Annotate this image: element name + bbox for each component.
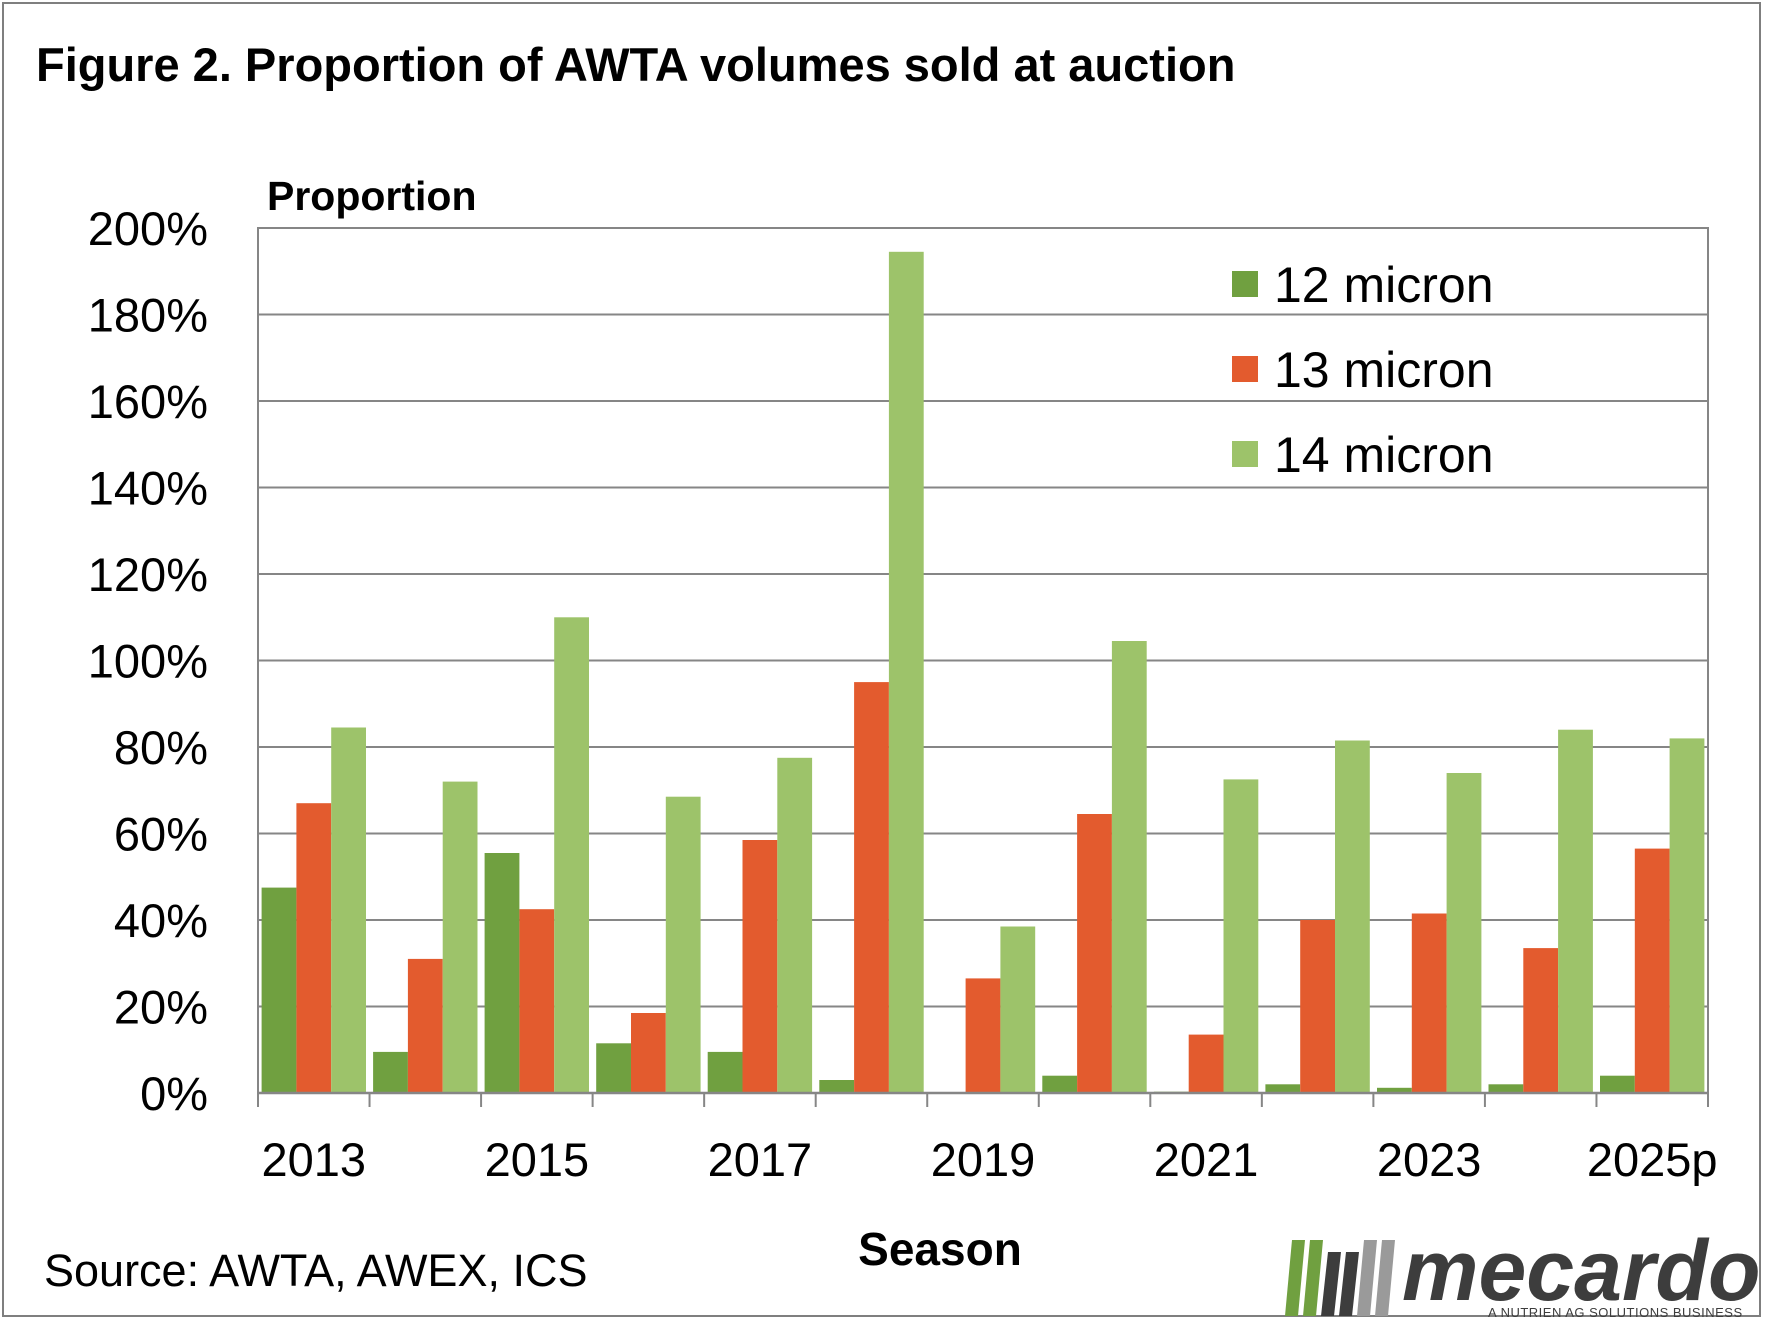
bar	[1488, 1084, 1524, 1093]
bar	[261, 887, 297, 1093]
bar	[1000, 926, 1036, 1093]
y-tick-label: 200%	[88, 202, 208, 255]
source-note: Source: AWTA, AWEX, ICS	[44, 1245, 587, 1296]
bar	[888, 251, 924, 1094]
bar	[742, 840, 778, 1093]
bar	[519, 909, 555, 1093]
y-tick-label: 120%	[88, 548, 208, 601]
bar	[1335, 740, 1370, 1093]
bar	[1634, 848, 1670, 1093]
x-axis-title: Season	[858, 1223, 1022, 1275]
x-tick-label: 2015	[485, 1133, 590, 1186]
bar	[1223, 779, 1259, 1093]
y-axis-title: Proportion	[267, 173, 477, 219]
bar	[1042, 1075, 1078, 1093]
bar	[596, 1043, 631, 1093]
chart-title: Figure 2. Proportion of AWTA volumes sol…	[36, 38, 1235, 91]
legend-label: 14 micron	[1274, 427, 1494, 483]
x-tick-label: 2025p	[1587, 1133, 1718, 1186]
y-tick-label: 140%	[88, 462, 208, 515]
y-tick-label: 80%	[114, 721, 208, 774]
bar	[1411, 913, 1447, 1093]
bar	[331, 727, 366, 1093]
bar	[819, 1080, 855, 1093]
bar	[1446, 773, 1482, 1093]
x-tick-label: 2017	[708, 1133, 813, 1186]
bar	[854, 682, 889, 1093]
bar	[1188, 1034, 1224, 1093]
y-tick-label: 0%	[140, 1067, 208, 1120]
bars	[261, 251, 1705, 1094]
legend-swatch	[1232, 356, 1258, 382]
bar	[1377, 1087, 1412, 1093]
y-tick-label: 60%	[114, 808, 208, 861]
bar	[296, 803, 332, 1093]
mecardo-bars-logo	[1285, 1240, 1395, 1316]
y-tick-label: 20%	[114, 981, 208, 1034]
x-tick-label: 2021	[1154, 1133, 1259, 1186]
bar	[484, 853, 520, 1093]
bar	[1300, 920, 1335, 1093]
bar	[665, 796, 701, 1093]
bar	[1111, 641, 1147, 1093]
bar	[777, 757, 813, 1093]
logo-wordmark: mecardo	[1402, 1223, 1761, 1319]
bar	[631, 1013, 666, 1093]
axes	[257, 1091, 1709, 1107]
bar	[1523, 948, 1559, 1093]
legend-swatch	[1232, 271, 1258, 297]
x-tick-label: 2023	[1377, 1133, 1482, 1186]
legend-label: 12 micron	[1274, 257, 1494, 313]
y-tick-label: 40%	[114, 894, 208, 947]
x-tick-label: 2013	[261, 1133, 366, 1186]
bar	[1669, 738, 1705, 1093]
legend-swatch	[1232, 441, 1258, 467]
bar	[373, 1051, 408, 1093]
bar	[554, 617, 589, 1094]
bar	[707, 1051, 743, 1093]
y-tick-labels: 0% 20% 40% 60% 80% 100% 120% 140% 160% 180% 200%	[88, 202, 208, 1120]
bar	[1558, 729, 1593, 1093]
y-tick-label: 100%	[88, 635, 208, 688]
mecardo-logo: mecardo A NUTRIEN AG SOLUTIONS BUSINESS	[1285, 1223, 1761, 1320]
bar	[1600, 1075, 1635, 1093]
bar	[407, 958, 443, 1093]
x-tick-labels: 2013 2015 2017 2019 2021 2023 2025p	[261, 1133, 1717, 1186]
bar	[442, 781, 478, 1093]
x-tick-label: 2019	[931, 1133, 1036, 1186]
bar	[1265, 1084, 1301, 1093]
logo-tagline: A NUTRIEN AG SOLUTIONS BUSINESS	[1488, 1305, 1743, 1320]
bar	[965, 978, 1001, 1093]
legend: 12 micron 13 micron 14 micron	[1232, 257, 1494, 483]
y-tick-label: 160%	[88, 375, 208, 428]
y-tick-label: 180%	[88, 289, 208, 342]
bar	[1077, 814, 1112, 1093]
legend-label: 13 micron	[1274, 342, 1494, 398]
